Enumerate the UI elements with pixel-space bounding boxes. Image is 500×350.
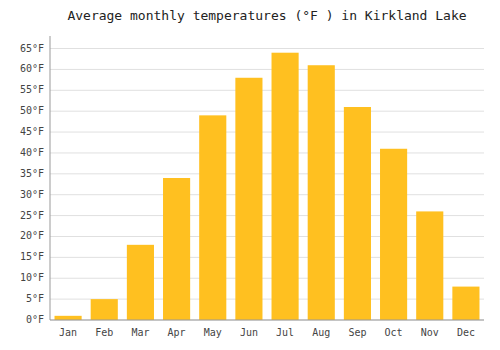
- x-tick-label: Jun: [240, 327, 258, 338]
- bar: [127, 245, 154, 320]
- bar: [344, 107, 371, 320]
- y-tick-label: 25°F: [20, 210, 44, 221]
- x-tick-label: Oct: [385, 327, 403, 338]
- y-tick-label: 20°F: [20, 230, 44, 241]
- bars: [55, 53, 480, 320]
- y-tick-label: 15°F: [20, 251, 44, 262]
- grid-line: [50, 132, 484, 133]
- y-axis: 0°F 5°F 10°F 15°F 20°F 25°F 30°F 35°F 40°F 45°F 50…: [20, 36, 50, 325]
- grid: [50, 49, 484, 320]
- y-tick-label: 10°F: [20, 272, 44, 283]
- x-tick-label: Nov: [421, 327, 439, 338]
- grid-line: [50, 194, 484, 195]
- chart-title: Average monthly temperatures (°F ) in Ki…: [67, 8, 466, 23]
- x-axis: Jan Feb Mar Apr May Jun Jul Aug Sep Oct Nov Dec: [50, 320, 484, 338]
- x-tick-label: Dec: [457, 327, 475, 338]
- bar: [380, 149, 407, 320]
- bar: [416, 211, 443, 320]
- bar: [452, 287, 479, 320]
- x-tick-label: Apr: [168, 327, 186, 338]
- y-tick-label: 50°F: [20, 105, 44, 116]
- bar: [91, 299, 118, 320]
- x-tick-label: Sep: [348, 327, 366, 338]
- grid-line: [50, 152, 484, 153]
- bar: [272, 53, 299, 320]
- bar: [308, 65, 335, 320]
- y-tick-label: 65°F: [20, 43, 44, 54]
- y-axis-line: [50, 36, 51, 320]
- grid-line: [50, 111, 484, 112]
- x-tick-label: Jan: [59, 327, 77, 338]
- y-tick-label: 40°F: [20, 147, 44, 158]
- x-tick-label: Jul: [276, 327, 294, 338]
- grid-line: [50, 69, 484, 70]
- y-tick-label: 35°F: [20, 168, 44, 179]
- x-tick-label: May: [204, 327, 222, 338]
- y-tick-label: 0°F: [26, 314, 44, 325]
- bar: [199, 115, 226, 320]
- x-tick-label: Aug: [312, 327, 330, 338]
- y-tick-label: 55°F: [20, 84, 44, 95]
- y-tick-label: 5°F: [26, 293, 44, 304]
- grid-line: [50, 320, 484, 321]
- bar: [163, 178, 190, 320]
- y-tick-label: 45°F: [20, 126, 44, 137]
- chart-container: Average monthly temperatures (°F ) in Ki…: [0, 0, 500, 350]
- x-tick-label: Feb: [95, 327, 113, 338]
- x-tick-label: Mar: [131, 327, 149, 338]
- grid-line: [50, 90, 484, 91]
- grid-line: [50, 48, 484, 49]
- chart-svg: Average monthly temperatures (°F ) in Ki…: [0, 0, 500, 350]
- y-tick-label: 60°F: [20, 63, 44, 74]
- y-tick-label: 30°F: [20, 189, 44, 200]
- bar: [55, 316, 82, 320]
- x-axis-line: [50, 320, 484, 321]
- grid-line: [50, 173, 484, 174]
- bar: [235, 78, 262, 320]
